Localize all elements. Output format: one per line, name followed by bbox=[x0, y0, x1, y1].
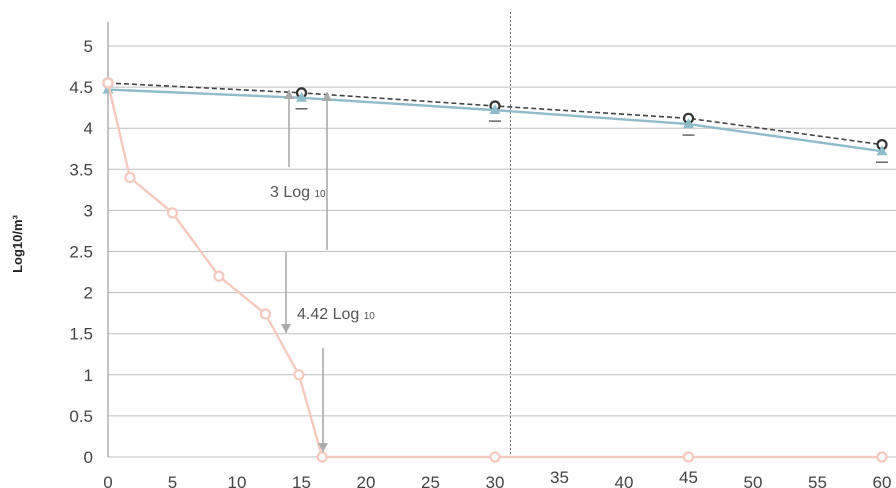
series-2-point bbox=[259, 308, 271, 320]
grid-lines bbox=[108, 45, 896, 458]
arrow-442log-down-left-head bbox=[281, 324, 291, 333]
series-2-point bbox=[489, 451, 501, 463]
annotation-3log: 3 Log 10 bbox=[270, 184, 326, 201]
annotation-442log: 4.42 Log 10 bbox=[297, 306, 375, 323]
y-tick-label: 0 bbox=[84, 448, 93, 467]
annotation-arrows bbox=[281, 90, 332, 452]
y-tick-label: 4.5 bbox=[69, 78, 93, 97]
x-tick-labels: 0 5 10 15 20 25 30 35 40 45 50 55 60 bbox=[103, 468, 891, 488]
x-tick-label: 10 bbox=[228, 473, 247, 488]
series-1-point bbox=[683, 118, 694, 129]
x-tick-label: 20 bbox=[357, 473, 376, 488]
x-tick-label: 40 bbox=[615, 473, 634, 488]
y-axis-label: Log10/m³ bbox=[10, 214, 25, 272]
y-tick-label: 0.5 bbox=[69, 407, 93, 426]
series-2-point bbox=[682, 451, 695, 463]
y-tick-label: 1 bbox=[84, 366, 93, 385]
x-tick-label: 35 bbox=[550, 468, 569, 487]
y-tick-label: 4 bbox=[84, 119, 93, 138]
x-tick-label: 5 bbox=[168, 473, 177, 488]
series-2-point bbox=[876, 451, 888, 463]
series-2-point bbox=[293, 369, 305, 381]
series-2-point bbox=[316, 451, 328, 463]
series-2-point bbox=[213, 270, 225, 282]
y-tick-label: 2 bbox=[84, 284, 93, 303]
y-tick-label: 3 bbox=[84, 201, 93, 220]
arrow-3log-up-left-head bbox=[284, 90, 294, 99]
y-tick-label: 3.5 bbox=[69, 160, 93, 179]
series-1-point bbox=[876, 145, 888, 156]
series-group bbox=[102, 77, 888, 463]
y-tick-labels: 0 0.5 1 1.5 2 2.5 3 3.5 4 4.5 5 bbox=[69, 37, 93, 467]
x-tick-label: 30 bbox=[486, 473, 505, 488]
x-tick-label: 45 bbox=[679, 468, 698, 487]
arrow-3log-up-right-head bbox=[322, 92, 332, 101]
x-tick-label: 55 bbox=[808, 473, 827, 488]
y-tick-label: 5 bbox=[84, 37, 93, 56]
x-tick-label: 60 bbox=[873, 473, 892, 488]
x-tick-label: 0 bbox=[103, 473, 112, 488]
arrow-442log-down-right-head bbox=[318, 443, 328, 452]
series-2-point bbox=[124, 171, 136, 184]
y-tick-label: 1.5 bbox=[69, 325, 93, 344]
x-tick-label: 15 bbox=[292, 473, 311, 488]
series-1-point bbox=[489, 104, 501, 115]
y-tick-label: 2.5 bbox=[69, 243, 93, 262]
series-2-line bbox=[106, 82, 882, 459]
x-tick-label: 25 bbox=[421, 473, 440, 488]
series-2-point bbox=[166, 207, 179, 219]
x-tick-label: 50 bbox=[744, 473, 763, 488]
series-2-point bbox=[102, 77, 114, 89]
series-1-point bbox=[296, 91, 307, 102]
